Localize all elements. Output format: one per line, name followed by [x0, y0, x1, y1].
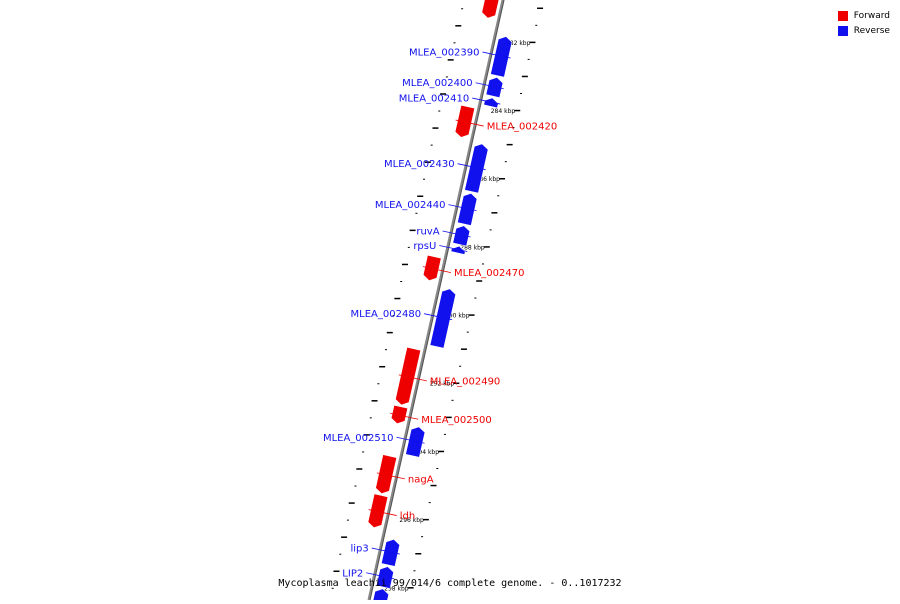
genome-axis	[367, 0, 505, 601]
gene-label-leader	[424, 313, 453, 321]
gene-label-leader	[475, 82, 504, 90]
gene-arrow	[483, 97, 499, 109]
gene-label: ldh	[400, 511, 415, 522]
gene-arrow	[490, 36, 513, 78]
gene-arrow	[375, 454, 398, 494]
gene-arrow	[390, 404, 409, 425]
gene-label-leader	[472, 97, 501, 105]
gene-label: lip3	[350, 544, 368, 555]
genome-caption: Mycoplasma leachii 99/014/6 complete gen…	[278, 578, 622, 589]
gene-label: ruvA	[416, 227, 439, 238]
gene-arrow	[454, 104, 476, 138]
kbp-tick-label: 284 kbp	[491, 108, 516, 115]
gene-arrow	[380, 538, 401, 567]
genome-axis-edge	[369, 0, 505, 601]
kbp-tick-label: 296 kbp	[399, 517, 424, 524]
gene-label-leader	[366, 572, 395, 580]
gene-arrow	[367, 493, 389, 529]
gene-label-leader	[390, 412, 419, 420]
gene-label-leader	[448, 204, 477, 212]
gene-label: LIP2	[342, 568, 363, 579]
gene-label: MLEA_002420	[487, 122, 558, 133]
gene-label: nagA	[408, 474, 434, 485]
gene-arrow	[464, 143, 489, 194]
kbp-tick-label: 286 kbp	[476, 176, 501, 183]
legend-reverse-label: Reverse	[853, 25, 890, 36]
gene-label-leader	[457, 163, 486, 171]
gene-label: MLEA_002430	[384, 159, 455, 170]
gene-label: MLEA_002440	[375, 200, 446, 211]
gene-label: MLEA_002490	[430, 376, 501, 387]
gene-arrow	[481, 0, 500, 19]
forward-swatch	[837, 10, 848, 21]
gene-arrow	[450, 245, 466, 255]
kbp-tick-label: 288 kbp	[460, 244, 485, 251]
legend-forward-label: Forward	[853, 10, 890, 21]
reverse-swatch	[837, 25, 848, 36]
kbp-tick-label: 290 kbp	[445, 313, 470, 320]
gene-arrow	[429, 288, 457, 349]
kbp-tick-label: 292 kbp	[430, 381, 455, 388]
gene-label-leader	[371, 547, 400, 555]
gene-label: MLEA_002500	[421, 415, 492, 426]
legend-reverse: Reverse	[837, 23, 890, 38]
gene-label: MLEA_002510	[323, 433, 394, 444]
gene-arrow	[422, 254, 442, 281]
gene-label: rpsU	[413, 241, 436, 252]
gene-label-leader	[482, 51, 511, 59]
gene-arrow	[375, 566, 394, 589]
gene-label-leader	[439, 245, 468, 252]
gene-arrow	[457, 192, 478, 226]
gene-label: MLEA_002400	[402, 78, 473, 89]
gene-label: MLEA_002470	[454, 268, 525, 279]
gene-label: MLEA_002410	[399, 94, 470, 105]
gene-label-leader	[376, 472, 405, 480]
gene-arrow	[395, 346, 422, 406]
gene-label-leader	[396, 436, 425, 444]
gene-label-leader	[368, 509, 397, 516]
legend: Forward Reverse	[837, 8, 890, 38]
gene-label-leader	[422, 266, 452, 274]
gene-label-leader	[442, 230, 471, 238]
gene-arrow	[485, 77, 504, 99]
kbp-tick-label: 298 kbp	[384, 585, 409, 592]
gene-label-leader	[398, 374, 427, 382]
gene-label-leader	[455, 119, 484, 127]
gene-label: MLEA_002390	[409, 48, 480, 59]
gene-arrow	[452, 225, 471, 247]
gene-label: MLEA_002480	[351, 309, 422, 320]
gene-arrow	[405, 426, 426, 458]
kbp-tick-label: 282 kbp	[506, 40, 531, 47]
kbp-tick-label: 294 kbp	[415, 449, 440, 456]
legend-forward: Forward	[837, 8, 890, 23]
